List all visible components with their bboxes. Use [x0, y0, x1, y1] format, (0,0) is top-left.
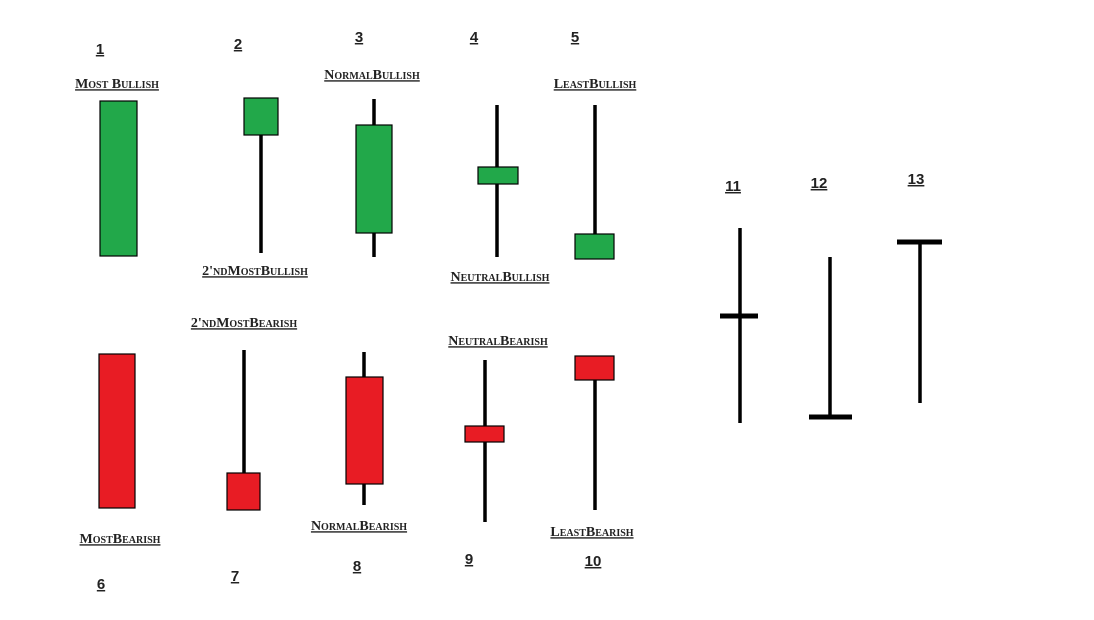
number: 3 — [355, 29, 363, 46]
number: 2 — [234, 36, 242, 53]
body — [464, 425, 505, 443]
number: 11 — [725, 178, 741, 195]
body — [98, 353, 136, 509]
candle-9: NeutralBearish 9 — [448, 334, 548, 568]
number: 9 — [465, 551, 473, 568]
body — [226, 472, 261, 511]
label: LeastBearish — [550, 525, 633, 540]
label: LeastBullish — [554, 77, 637, 92]
label: NormalBearish — [311, 519, 407, 534]
body — [345, 376, 384, 485]
label: Most Bullish — [75, 77, 159, 92]
number: 13 — [908, 171, 925, 188]
candle-2: 2 2'ndMostBullish — [202, 36, 308, 279]
candle-6: MostBearish 6 — [80, 353, 161, 593]
label: 2'ndMostBearish — [191, 316, 297, 331]
candle-4: 4 NeutralBullish — [451, 29, 550, 285]
number: 4 — [470, 29, 479, 46]
label: MostBearish — [80, 532, 161, 547]
candle-7: 2'ndMostBearish 7 — [191, 316, 297, 585]
doji-13: 13 — [897, 171, 942, 403]
candle-10: LeastBearish 10 — [550, 355, 634, 570]
number: 8 — [353, 558, 361, 575]
label: NormalBullish — [324, 68, 420, 83]
label: NeutralBearish — [448, 334, 548, 349]
body — [574, 233, 615, 260]
candle-5: 5 LeastBullish — [554, 29, 637, 260]
number: 12 — [811, 175, 828, 192]
candle-8: NormalBearish 8 — [311, 352, 407, 575]
number: 5 — [571, 29, 579, 46]
candle-3: 3 NormalBullish — [324, 29, 420, 257]
body — [243, 97, 279, 136]
body — [574, 355, 615, 381]
label: 2'ndMostBullish — [202, 264, 308, 279]
number: 6 — [97, 576, 105, 593]
number: 7 — [231, 568, 239, 585]
body — [477, 166, 519, 185]
doji-11: 11 — [720, 178, 758, 423]
number: 1 — [96, 41, 104, 58]
label: NeutralBullish — [451, 270, 550, 285]
body — [355, 124, 393, 234]
candle-1: 1 Most Bullish — [75, 41, 159, 257]
number: 10 — [585, 553, 602, 570]
body — [99, 100, 138, 257]
doji-12: 12 — [809, 175, 852, 420]
